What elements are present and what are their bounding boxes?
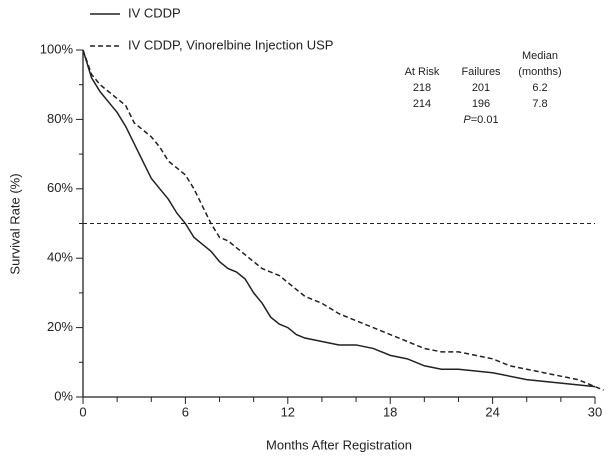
table-cell: 214 — [413, 98, 431, 110]
x-axis-title: Months After Registration — [266, 437, 412, 452]
survival-curve — [82, 49, 604, 391]
x-tick-label: 6 — [182, 404, 189, 419]
legend-label: IV CDDP — [128, 5, 181, 20]
legend-label: IV CDDP, Vinorelbine Injection USP — [128, 37, 333, 52]
y-tick-label: 80% — [47, 111, 73, 126]
table-header: At Risk — [405, 66, 440, 78]
p-value: P=0.01 — [463, 114, 498, 126]
table-header: Failures — [461, 66, 501, 78]
y-tick-label: 0% — [54, 388, 73, 403]
y-tick-label: 40% — [47, 250, 73, 265]
x-tick-label: 24 — [485, 404, 499, 419]
p-number: =0.01 — [471, 114, 499, 126]
x-tick-label: 30 — [588, 404, 602, 419]
x-tick-label: 18 — [383, 404, 397, 419]
table-cell: 218 — [413, 82, 431, 94]
table-cell: 196 — [472, 98, 490, 110]
table-cell: 6.2 — [532, 82, 547, 94]
table-cell: 201 — [472, 82, 490, 94]
y-tick-label: 60% — [47, 180, 73, 195]
x-tick-label: 12 — [281, 404, 295, 419]
y-tick-label: 100% — [40, 41, 74, 56]
table-cell: 7.8 — [532, 98, 547, 110]
survival-curve — [82, 49, 596, 388]
y-tick-label: 20% — [47, 319, 73, 334]
p-label: P — [463, 114, 471, 126]
table-header: Median — [522, 50, 558, 62]
y-axis-title: Survival Rate (%) — [7, 173, 22, 274]
table-header: (months) — [518, 66, 561, 78]
x-tick-label: 0 — [79, 404, 86, 419]
